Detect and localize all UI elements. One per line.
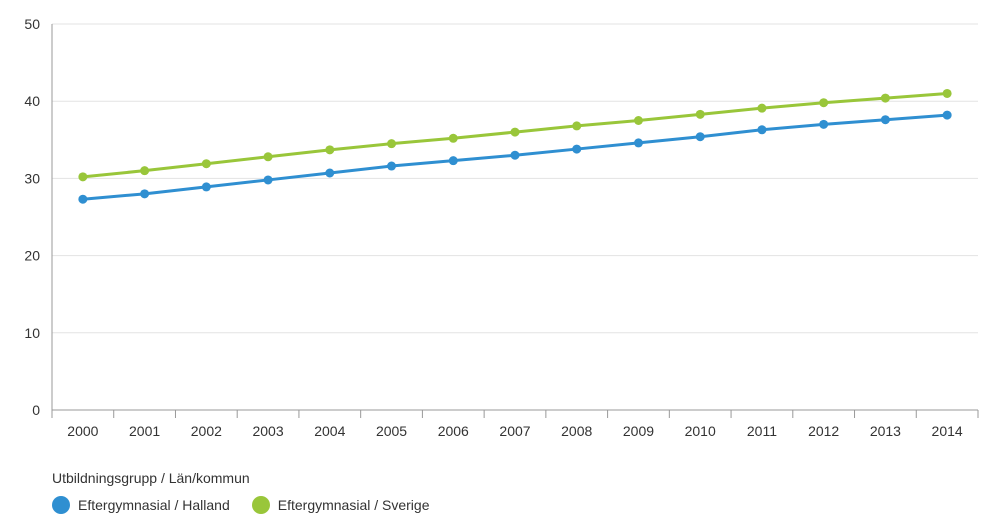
legend-title: Utbildningsgrupp / Län/kommun (52, 470, 250, 486)
y-tick-label: 50 (24, 16, 40, 32)
line-chart: 0 10 20 30 40 50 2000 2001 2002 2003 2004 2005 2006 2… (24, 16, 979, 439)
data-point[interactable] (942, 88, 952, 98)
data-point[interactable] (880, 93, 890, 103)
legend-label-sverige: Eftergymnasial / Sverige (277, 497, 430, 513)
data-point[interactable] (263, 152, 273, 162)
data-point[interactable] (695, 109, 705, 119)
x-tick-label: 2007 (499, 423, 530, 439)
y-tick-label: 20 (24, 248, 40, 264)
data-point[interactable] (757, 125, 767, 135)
x-tick-label: 2013 (870, 423, 901, 439)
x-tick-label: 2010 (685, 423, 716, 439)
x-tick-label: 2000 (67, 423, 98, 439)
legend-items: Eftergymnasial / Halland Eftergymnasial … (52, 496, 429, 514)
x-tick-label: 2003 (252, 423, 283, 439)
data-point[interactable] (695, 132, 705, 142)
data-point[interactable] (201, 182, 211, 192)
data-point[interactable] (140, 166, 150, 176)
x-tick-label: 2002 (191, 423, 222, 439)
data-point[interactable] (757, 103, 767, 113)
data-point[interactable] (140, 189, 150, 199)
data-point[interactable] (387, 139, 397, 149)
x-tick-label: 2009 (623, 423, 654, 439)
data-point[interactable] (448, 133, 458, 143)
data-point[interactable] (325, 145, 335, 155)
data-point[interactable] (263, 175, 273, 185)
data-point[interactable] (448, 156, 458, 166)
data-point[interactable] (325, 168, 335, 178)
data-point[interactable] (510, 150, 520, 160)
data-point[interactable] (880, 115, 890, 125)
data-point[interactable] (78, 194, 88, 204)
x-tick-label: 2014 (932, 423, 963, 439)
data-point[interactable] (201, 159, 211, 169)
y-tick-label: 40 (24, 93, 40, 109)
legend-swatch-halland (52, 496, 70, 514)
legend-swatch-sverige (251, 496, 270, 514)
data-point[interactable] (572, 121, 582, 131)
y-tick-label: 10 (24, 325, 40, 341)
x-tick-label: 2001 (129, 423, 160, 439)
data-point[interactable] (633, 116, 643, 125)
data-point[interactable] (78, 172, 88, 182)
x-tick-label: 2008 (561, 423, 592, 439)
data-point[interactable] (942, 110, 952, 120)
y-tick-label: 30 (24, 170, 40, 186)
x-tick-label: 2006 (438, 423, 469, 439)
axes: 0 10 20 30 40 50 2000 2001 2002 2003 2004 2005 2006 2… (24, 16, 979, 439)
legend-label-halland: Eftergymnasial / Halland (78, 497, 230, 513)
series-lines (78, 88, 952, 204)
data-point[interactable] (510, 127, 520, 137)
y-tick-label: 0 (32, 402, 40, 418)
x-tick-label: 2012 (808, 423, 839, 439)
data-point[interactable] (819, 119, 829, 129)
data-point[interactable] (819, 98, 829, 108)
legend-item-halland[interactable]: Eftergymnasial / Halland (52, 496, 230, 514)
x-tick-label: 2005 (376, 423, 407, 439)
data-point[interactable] (572, 144, 582, 154)
legend-item-sverige[interactable]: Eftergymnasial / Sverige (251, 496, 430, 514)
legend: Utbildningsgrupp / Län/kommun Eftergymna… (52, 470, 429, 514)
gridlines (52, 23, 978, 334)
x-tick-label: 2004 (314, 423, 345, 439)
data-point[interactable] (387, 161, 397, 171)
data-point[interactable] (633, 138, 643, 148)
x-tick-label: 2011 (747, 423, 777, 439)
